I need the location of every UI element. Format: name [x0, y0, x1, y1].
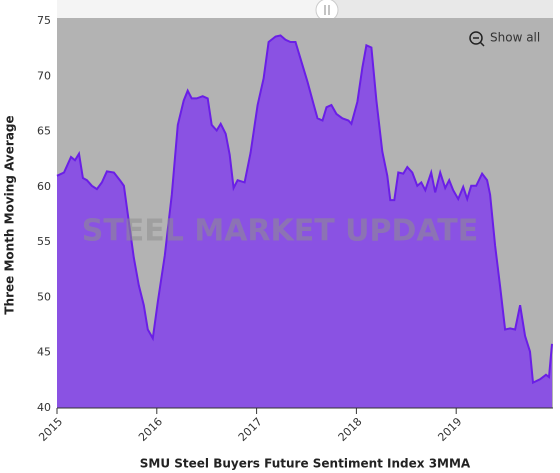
y-tick-label: 65 [37, 125, 51, 138]
y-tick-label: 60 [37, 180, 51, 193]
show-all-button[interactable]: Show all [469, 31, 540, 47]
y-tick-label: 75 [37, 14, 51, 27]
button-label[interactable]: Show all [490, 31, 540, 45]
navigator-mask [57, 0, 327, 18]
watermark: STEEL MARKET UPDATE [82, 214, 479, 249]
x-tick-label: 2015 [36, 415, 65, 444]
y-tick-label: 70 [37, 69, 51, 82]
y-tick-label: 45 [37, 346, 51, 359]
x-tick-label: 2019 [435, 415, 464, 444]
plot [56, 18, 553, 409]
y-axis-title: Three Month Moving Average [3, 115, 17, 314]
area [57, 35, 552, 409]
x-axis-title: SMU Steel Buyers Future Sentiment Index … [140, 457, 471, 471]
zoom-icon [479, 41, 485, 47]
line [56, 34, 553, 385]
navigator-handle[interactable] [315, 0, 339, 22]
y-tick-label: 55 [37, 235, 51, 248]
x-tick-label: 2017 [236, 415, 265, 444]
zoom-icon [469, 31, 483, 45]
x-tick-label: 2018 [336, 415, 365, 444]
y-tick-label: 50 [37, 290, 51, 303]
x-tick-label: 2016 [136, 415, 165, 444]
y-tick-label: 40 [37, 401, 51, 414]
